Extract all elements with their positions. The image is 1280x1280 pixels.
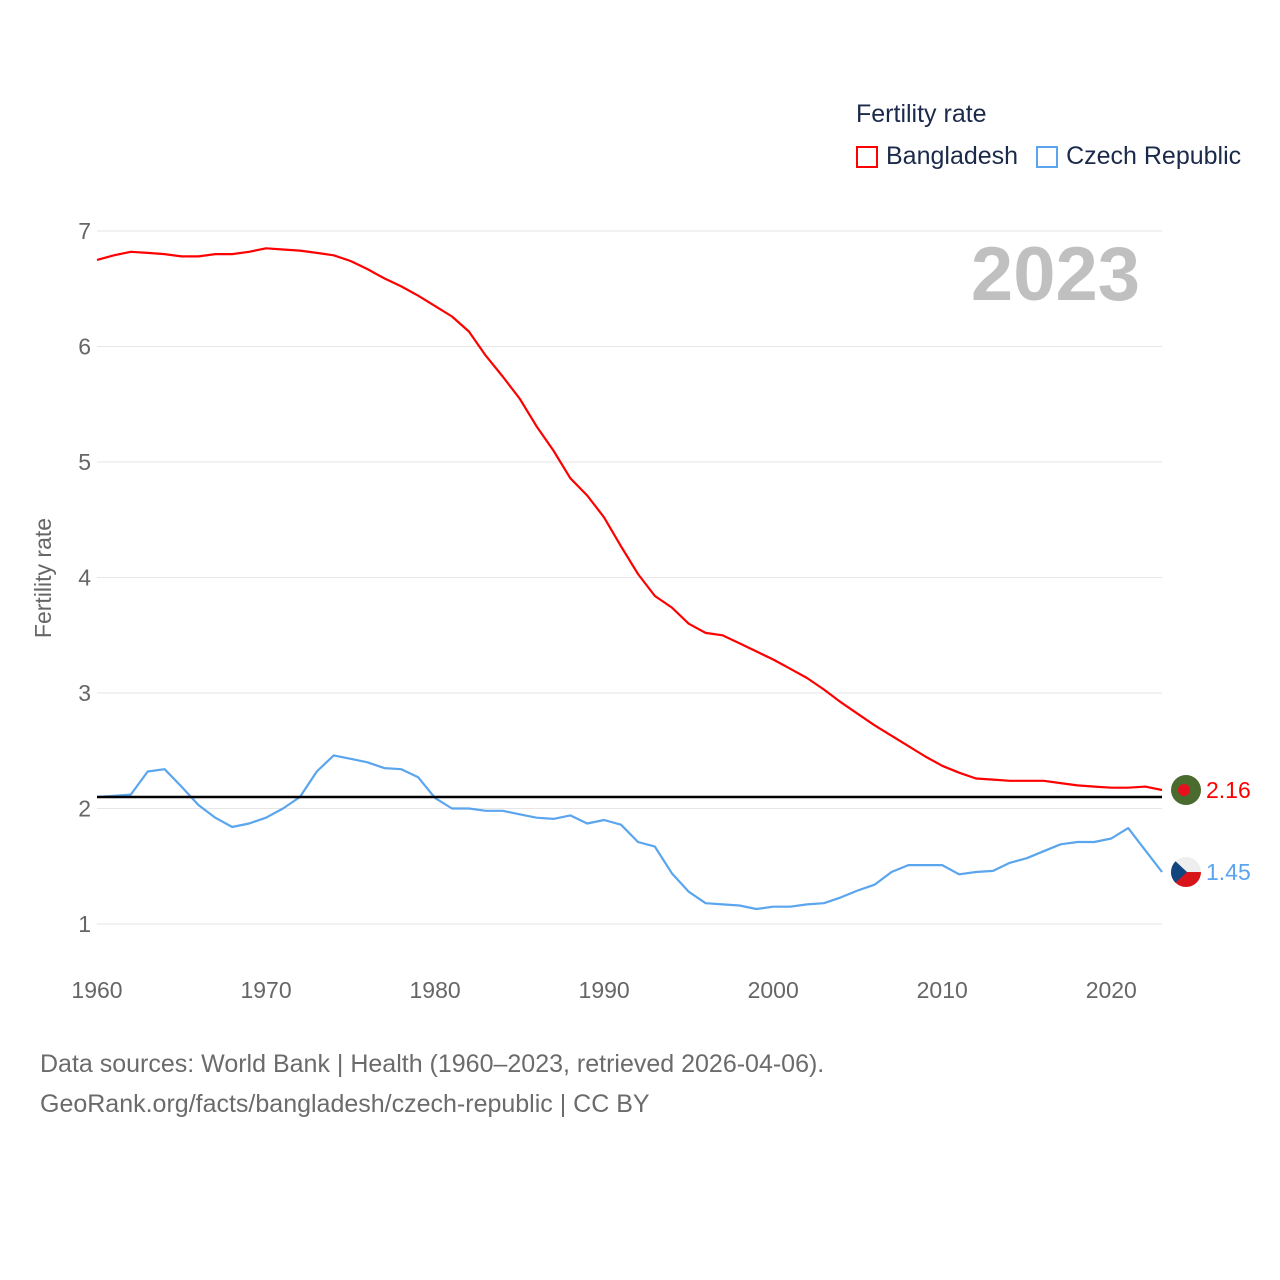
source-link[interactable]: GeoRank.org/facts/bangladesh/czech-repub…	[40, 1090, 650, 1118]
flag-body	[1171, 857, 1201, 888]
legend-swatch	[1036, 145, 1059, 168]
y-tick-label: 1	[78, 911, 91, 937]
legend-swatch	[856, 145, 878, 168]
year-watermark: 2023	[971, 232, 1140, 317]
y-axis-label: Fertility rate	[30, 518, 56, 638]
y-tick-label: 5	[78, 449, 91, 475]
end-value-label: 1.45	[1206, 859, 1251, 885]
x-tick-label: 2010	[917, 977, 968, 1003]
x-tick-label: 1980	[410, 977, 461, 1003]
legend: Bangladesh Czech Republic	[856, 142, 1259, 171]
y-tick-label: 6	[78, 334, 91, 360]
x-tick-label: 2020	[1086, 977, 1137, 1003]
series-line-czech-republic	[96, 754, 1163, 911]
czech-flag-icon	[1171, 857, 1201, 888]
legend-item-bangladesh[interactable]: Bangladesh	[856, 142, 1018, 171]
flag-blue	[1171, 857, 1187, 888]
x-tick-label: 1960	[71, 977, 122, 1003]
y-tick-label: 4	[78, 565, 91, 591]
x-tick-label: 2000	[748, 977, 799, 1003]
y-tick-label: 7	[78, 218, 91, 244]
x-tick-label: 1970	[240, 977, 291, 1003]
legend-title: Fertility rate	[856, 100, 987, 128]
legend-item-czech-republic[interactable]: Czech Republic	[1036, 142, 1241, 171]
y-tick-label: 3	[78, 680, 91, 706]
y-tick-label: 2	[78, 796, 91, 822]
legend-label: Bangladesh	[886, 142, 1019, 170]
legend-label: Czech Republic	[1066, 142, 1242, 170]
data-sources: Data sources: World Bank | Health (1960–…	[40, 1050, 825, 1078]
end-value-label: 2.16	[1206, 777, 1251, 803]
series-line-bangladesh	[96, 247, 1163, 792]
bangladesh-flag-dot	[1178, 784, 1190, 797]
x-tick-label: 1990	[579, 977, 630, 1003]
footer: Data sources: World Bank | Health (1960–…	[40, 1044, 824, 1124]
